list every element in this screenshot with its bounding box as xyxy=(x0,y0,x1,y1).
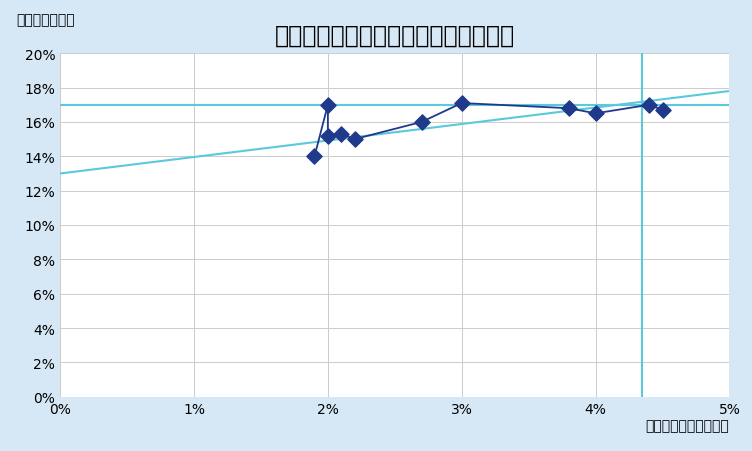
Point xyxy=(562,106,575,113)
Point xyxy=(322,102,334,109)
Point xyxy=(656,107,669,114)
Point xyxy=(322,133,334,140)
Text: 売上高総利益率: 売上高総利益率 xyxy=(17,13,75,27)
Point xyxy=(349,136,361,143)
Title: ケミプロ　研究開発費比率・総利益率: ケミプロ 研究開発費比率・総利益率 xyxy=(274,24,515,48)
Point xyxy=(416,119,428,126)
Point xyxy=(590,110,602,118)
Point xyxy=(335,131,347,138)
Point xyxy=(643,102,655,109)
Point xyxy=(308,153,320,161)
X-axis label: 売上高研究開発費比率: 売上高研究開発費比率 xyxy=(646,419,729,433)
Point xyxy=(456,100,468,107)
